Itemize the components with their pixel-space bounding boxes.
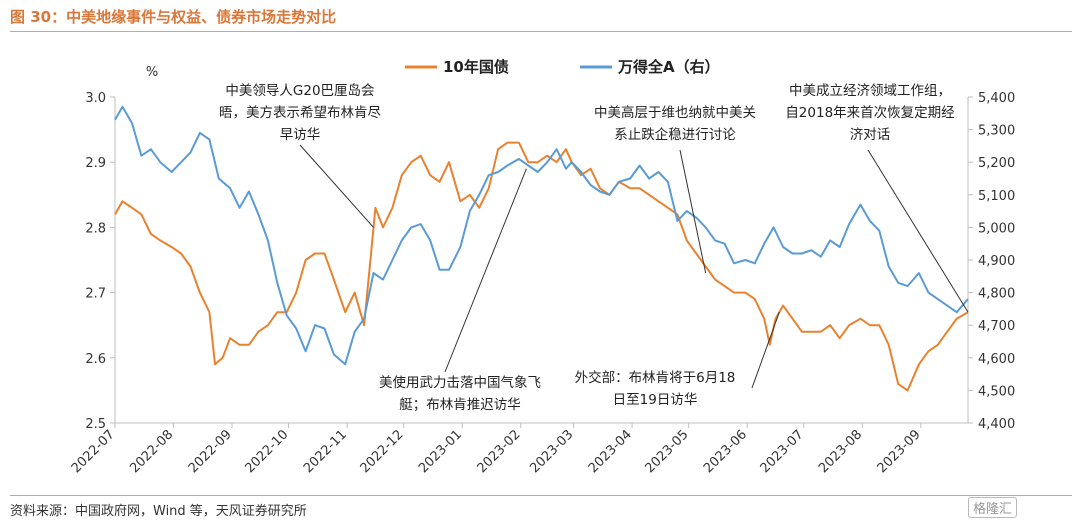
left-tick-label: 2.9 bbox=[85, 156, 106, 171]
left-tick-label: 2.5 bbox=[85, 417, 106, 432]
x-tick-label: 2022-09 bbox=[186, 427, 235, 476]
x-tick-label: 2023-08 bbox=[816, 427, 865, 476]
annotation-text: 自2018年来首次恢复定期经 bbox=[785, 104, 955, 121]
x-tick-label: 2023-05 bbox=[643, 427, 692, 476]
x-tick-label: 2023-03 bbox=[527, 427, 576, 476]
left-tick-label: 2.7 bbox=[85, 287, 106, 302]
bottom-divider bbox=[10, 495, 1072, 496]
x-tick-label: 2022-11 bbox=[301, 427, 350, 476]
right-tick-label: 4,500 bbox=[978, 384, 1015, 399]
legend-label: 10年国债 bbox=[443, 58, 509, 76]
right-tick-label: 5,200 bbox=[978, 156, 1015, 171]
annotation-text: 济对话 bbox=[850, 127, 891, 143]
x-tick-label: 2022-10 bbox=[242, 427, 291, 476]
annotation-text: 日至19日访华 bbox=[613, 392, 698, 408]
x-tick-label: 2023-02 bbox=[475, 427, 524, 476]
x-tick-label: 2022-12 bbox=[358, 427, 407, 476]
annotation-text: 晤，美方表示希望布林肯尽 bbox=[219, 105, 381, 121]
chart-area: 2.5 2.6 2.7 2.8 2.9 3.0 4,400 4,500 4,600 4,700 4,… bbox=[69, 58, 1015, 476]
left-tick-label: 2.8 bbox=[85, 221, 106, 236]
bond-yield-line bbox=[114, 141, 969, 392]
x-tick-label: 2023-04 bbox=[586, 427, 635, 476]
figure-title: 图 30：中美地缘事件与权益、债券市场走势对比 bbox=[10, 8, 337, 26]
right-tick-label: 4,700 bbox=[978, 319, 1015, 334]
annotation-text: 系止跌企稳进行讨论 bbox=[614, 126, 736, 143]
annotation-leader-line bbox=[867, 149, 969, 313]
source-note: 资料来源：中国政府网，Wind 等，天风证券研究所 bbox=[10, 504, 307, 519]
x-tick-label: 2023-06 bbox=[701, 427, 750, 476]
left-unit-label: % bbox=[146, 65, 158, 80]
right-tick-label: 4,600 bbox=[978, 352, 1015, 367]
annotation-leader-line bbox=[751, 311, 780, 389]
annotation-leader-line bbox=[679, 149, 707, 274]
right-tick-label: 5,300 bbox=[978, 124, 1015, 139]
right-tick-label: 4,400 bbox=[978, 417, 1015, 432]
right-tick-label: 5,100 bbox=[978, 189, 1015, 204]
watermark-logo: 格隆汇 bbox=[968, 497, 1018, 518]
left-tick-label: 2.6 bbox=[85, 352, 106, 367]
left-tick-label: 3.0 bbox=[85, 91, 106, 106]
annotation-text: 中美领导人G20巴厘岛会 bbox=[225, 83, 374, 99]
right-tick-label: 4,900 bbox=[978, 254, 1015, 269]
annotation-text: 美使用武力击落中国气象飞 bbox=[379, 374, 541, 391]
top-divider bbox=[10, 31, 1072, 32]
annotation-text: 早访华 bbox=[280, 127, 321, 143]
annotation-leader-line bbox=[299, 144, 374, 228]
annotation-text: 中美高层于维也纳就中美关 bbox=[594, 104, 756, 121]
right-tick-label: 4,800 bbox=[978, 287, 1015, 302]
right-tick-label: 5,400 bbox=[978, 91, 1015, 106]
x-tick-label: 2022-08 bbox=[127, 427, 176, 476]
x-tick-label: 2023-07 bbox=[758, 427, 807, 476]
annotation-text: 外交部：布林肯将于6月18 bbox=[575, 369, 736, 386]
wind-a-index-line bbox=[114, 105, 969, 366]
annotation-text: 中美成立经济领域工作组， bbox=[789, 83, 951, 99]
x-tick-label: 2023-09 bbox=[875, 427, 924, 476]
annotation-text: 艇；布林肯推迟访华 bbox=[399, 397, 521, 413]
x-tick-label: 2022-07 bbox=[69, 427, 118, 476]
annotation-leader-line bbox=[444, 168, 527, 373]
x-tick-label: 2023-01 bbox=[416, 427, 465, 476]
legend-label: 万得全A（右） bbox=[617, 58, 720, 76]
right-tick-label: 5,000 bbox=[978, 221, 1015, 236]
